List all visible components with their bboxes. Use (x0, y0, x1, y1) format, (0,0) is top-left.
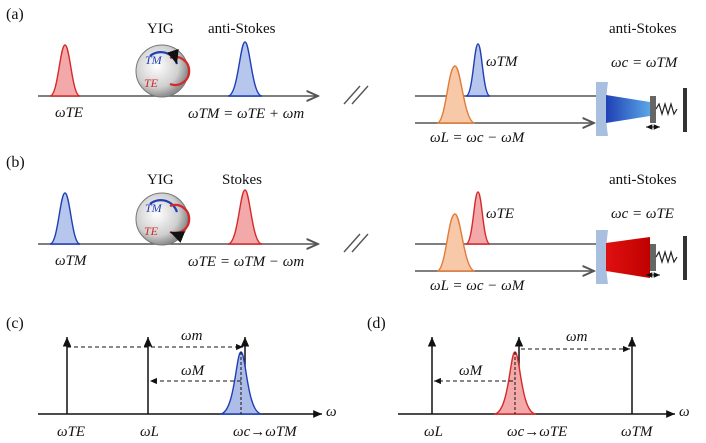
axis-label-d: ω (679, 404, 690, 420)
tick-label-d-3: ωTM (621, 424, 654, 440)
tick-label-d-1: ωL (424, 424, 443, 440)
panel-c-label: (c) (6, 315, 24, 332)
break-mark-b1 (343, 233, 361, 253)
pump-eq-a: ωL = ωc − ωM (430, 130, 526, 146)
output-pulse-tm (227, 41, 263, 97)
panel-a-label: (a) (6, 6, 24, 23)
cav-cond-b: ωc = ωTE (611, 206, 674, 222)
membrane-b (650, 244, 656, 271)
membrane-a (650, 96, 656, 123)
axis-label-c: ω (326, 404, 337, 420)
tick-label-c-2: ωL (140, 424, 159, 440)
cavity-mirror-a (596, 82, 608, 136)
right-label-a: anti-Stokes (609, 21, 677, 37)
omega-m-label-d: ωm (566, 329, 588, 345)
pump-eq-b: ωL = ωc − ωM (430, 278, 526, 294)
omega-m-label-c: ωm (181, 328, 203, 344)
yig-sphere-b: TM TE (135, 192, 191, 246)
cavity-field-b (606, 237, 650, 278)
tick-label-c-1: ωTE (57, 424, 85, 440)
right-label-b: anti-Stokes (609, 172, 677, 188)
anti-stokes-label-a: anti-Stokes (208, 21, 276, 37)
tick-label-d-2: ωc→ωTE (507, 424, 567, 440)
probe-pulse-a (465, 43, 491, 97)
tm-label-a: TM (145, 53, 163, 67)
cav-cond-a: ωc = ωTM (611, 55, 679, 71)
cav-peak-b: ωTE (486, 206, 514, 222)
break-mark-b2 (351, 233, 369, 253)
equation-a: ωTM = ωTE + ωm (188, 106, 304, 122)
panel-a: (a) TM TE YIG anti-Stokes ωTE ωTM = ωTE … (6, 6, 687, 146)
omega-M-label-c: ωM (181, 363, 206, 379)
panel-b: (b) TM TE YIG Stokes ωTM ωTE = ωTM − ωm … (6, 154, 687, 294)
yig-sphere-a: TM TE (135, 44, 191, 98)
probe-pulse-b (465, 191, 491, 245)
break-mark-a2 (351, 85, 369, 105)
equation-b: ωTE = ωTM − ωm (188, 254, 304, 270)
omega-M-label-d: ωM (459, 363, 484, 379)
pump-pulse-a (436, 65, 476, 124)
panel-c: (c) ω ωm ωM ωTE ωL ωc→ωTM (6, 315, 337, 440)
te-label-b: TE (144, 224, 159, 238)
spring-b (655, 249, 678, 265)
spring-a (655, 101, 678, 117)
panel-b-label: (b) (6, 154, 25, 171)
input-pulse-tm (49, 192, 81, 245)
input-pulse-te (49, 44, 81, 97)
cavity-mirror-b (596, 230, 608, 284)
yig-label-b: YIG (147, 172, 174, 188)
cav-peak-a: ωTM (486, 54, 519, 70)
wall-a (683, 88, 687, 132)
te-label-a: TE (144, 76, 159, 90)
cavity-field-a (606, 95, 650, 123)
tm-label-b: TM (145, 201, 163, 215)
panel-d-label: (d) (367, 315, 386, 332)
yig-label-a: YIG (147, 21, 174, 37)
output-pulse-te (227, 189, 263, 245)
break-mark-a1 (343, 85, 361, 105)
pump-pulse-b (436, 213, 476, 272)
wall-b (683, 236, 687, 280)
input-freq-b: ωTM (55, 253, 88, 269)
stokes-label-b: Stokes (222, 172, 262, 188)
input-freq-a: ωTE (55, 105, 83, 121)
panel-d: (d) ω ωm ωM ωL ωc→ωTE ωTM (367, 315, 690, 440)
tick-label-c-3: ωc→ωTM (233, 424, 298, 440)
